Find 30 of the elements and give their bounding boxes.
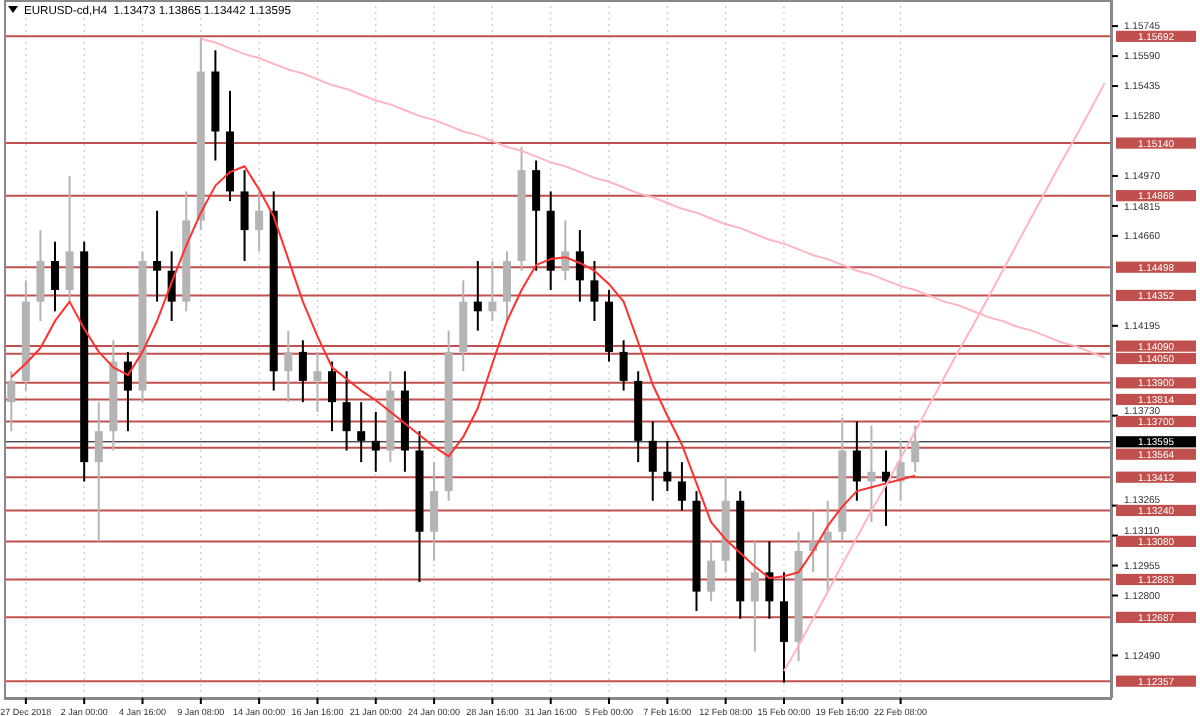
candlestick [36, 229, 45, 322]
candlestick [750, 540, 759, 653]
candlestick [328, 360, 337, 433]
candlestick [532, 159, 541, 272]
candlestick [867, 424, 876, 524]
candlestick [707, 540, 716, 603]
candlestick [590, 260, 599, 322]
candlestick [911, 424, 920, 473]
candlestick [575, 229, 584, 303]
candlestick [298, 339, 307, 404]
candlestick [65, 174, 74, 303]
candlestick [430, 461, 439, 562]
candlestick [94, 401, 103, 543]
candlestick [619, 339, 628, 392]
candlestick [779, 571, 788, 684]
candlestick [240, 169, 249, 263]
candlestick [153, 209, 162, 303]
candlestick [765, 540, 774, 620]
candlestick [473, 260, 482, 332]
candlestick [561, 219, 570, 282]
candlestick [313, 350, 322, 413]
candlestick [677, 461, 686, 512]
candlestick [488, 260, 497, 322]
candlestick [502, 250, 511, 322]
candlestick [255, 190, 264, 253]
candlestick [284, 329, 293, 404]
candlestick [123, 350, 132, 433]
candlestick [51, 240, 60, 313]
candlestick [823, 499, 832, 593]
candlestick [7, 370, 16, 433]
